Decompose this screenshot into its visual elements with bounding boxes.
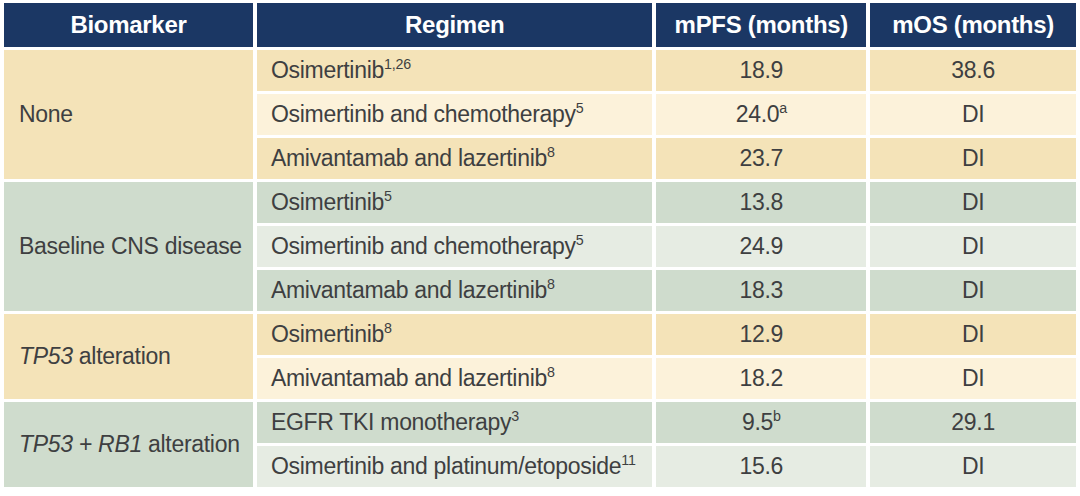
mos-cell: DI — [870, 314, 1076, 355]
regimen-cell: Osimertinib and chemotherapy5 — [257, 94, 652, 135]
mos-cell: DI — [870, 446, 1076, 487]
table-row: TP53 + RB1 alterationEGFR TKI monotherap… — [4, 402, 1076, 443]
mos-cell: DI — [870, 138, 1076, 179]
superscript-reference: 8 — [547, 144, 555, 160]
table-row: TP53 alterationOsimertinib812.9DI — [4, 314, 1076, 355]
mpfs-cell: 18.3 — [656, 270, 866, 311]
biomarker-cell: TP53 alteration — [4, 314, 253, 399]
superscript-reference: 11 — [621, 452, 635, 468]
regimen-cell: Amivantamab and lazertinib8 — [257, 358, 652, 399]
table-row: Baseline CNS diseaseOsimertinib513.8DI — [4, 182, 1076, 223]
biomarker-cell: None — [4, 50, 253, 179]
mpfs-cell: 12.9 — [656, 314, 866, 355]
regimen-cell: Amivantamab and lazertinib8 — [257, 270, 652, 311]
mpfs-cell: 18.2 — [656, 358, 866, 399]
mos-cell: 29.1 — [870, 402, 1076, 443]
mos-cell: DI — [870, 226, 1076, 267]
mpfs-cell: 15.6 — [656, 446, 866, 487]
regimen-cell: Osimertinib5 — [257, 182, 652, 223]
mos-cell: DI — [870, 182, 1076, 223]
regimen-cell: Osimertinib1,26 — [257, 50, 652, 91]
biomarker-cell: TP53 + RB1 alteration — [4, 402, 253, 487]
header-mpfs: mPFS (months) — [656, 3, 866, 47]
mpfs-cell: 24.0a — [656, 94, 866, 135]
mos-cell: DI — [870, 358, 1076, 399]
superscript-reference: 8 — [547, 276, 555, 292]
mpfs-cell: 23.7 — [656, 138, 866, 179]
regimen-cell: EGFR TKI monotherapy3 — [257, 402, 652, 443]
regimen-cell: Osimertinib and platinum/etoposide11 — [257, 446, 652, 487]
superscript-reference: a — [779, 100, 787, 116]
regimen-cell: Amivantamab and lazertinib8 — [257, 138, 652, 179]
table-row: NoneOsimertinib1,2618.938.6 — [4, 50, 1076, 91]
superscript-reference: 1,26 — [384, 56, 411, 72]
header-biomarker: Biomarker — [4, 3, 253, 47]
superscript-reference: 3 — [511, 408, 519, 424]
regimen-cell: Osimertinib8 — [257, 314, 652, 355]
mpfs-cell: 18.9 — [656, 50, 866, 91]
regimen-cell: Osimertinib and chemotherapy5 — [257, 226, 652, 267]
biomarker-cell: Baseline CNS disease — [4, 182, 253, 311]
superscript-reference: 5 — [576, 100, 584, 116]
table-body: NoneOsimertinib1,2618.938.6 Osimertinib a… — [4, 50, 1076, 487]
superscript-reference: 8 — [547, 364, 555, 380]
superscript-reference: 5 — [576, 232, 584, 248]
mos-cell: 38.6 — [870, 50, 1076, 91]
mpfs-cell: 13.8 — [656, 182, 866, 223]
header-regimen: Regimen — [257, 3, 652, 47]
gene-name: TP53 + RB1 — [19, 431, 142, 457]
superscript-reference: 8 — [384, 320, 392, 336]
header-mos: mOS (months) — [870, 3, 1076, 47]
gene-name: TP53 — [19, 343, 73, 369]
biomarker-regimen-table-container: Biomarker Regimen mPFS (months) mOS (mon… — [0, 0, 1080, 496]
biomarker-regimen-table: Biomarker Regimen mPFS (months) mOS (mon… — [0, 0, 1080, 490]
header-row: Biomarker Regimen mPFS (months) mOS (mon… — [4, 3, 1076, 47]
mos-cell: DI — [870, 94, 1076, 135]
mos-cell: DI — [870, 270, 1076, 311]
superscript-reference: b — [773, 408, 781, 424]
mpfs-cell: 9.5b — [656, 402, 866, 443]
superscript-reference: 5 — [384, 188, 392, 204]
mpfs-cell: 24.9 — [656, 226, 866, 267]
